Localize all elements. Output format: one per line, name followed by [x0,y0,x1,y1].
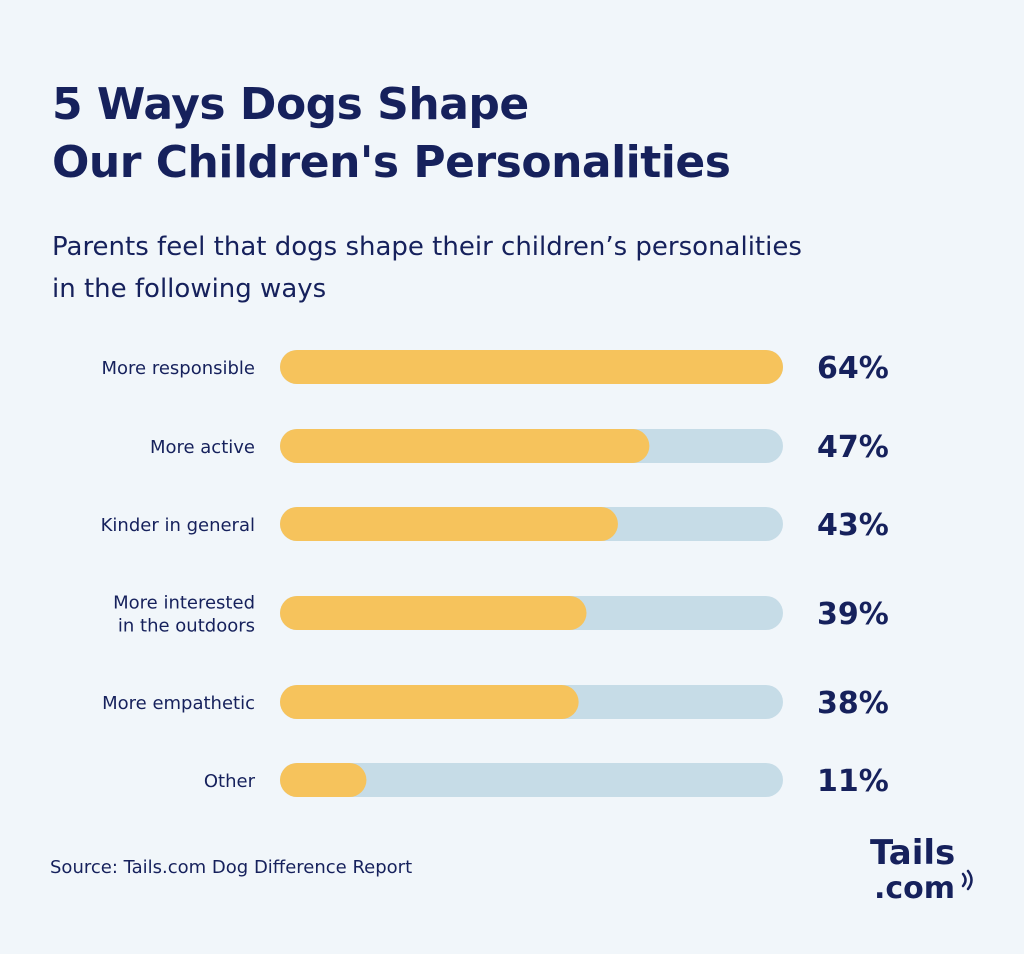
category-label: More active [150,437,255,458]
value-label: 11% [817,764,889,799]
chart-subtitle: Parents feel that dogs shape their child… [52,226,802,310]
tails-logo: Tails .com [870,833,973,906]
bar [280,429,650,463]
category-label: Other [204,771,256,792]
category-label: More empathetic [102,693,255,714]
bar-track [280,763,783,797]
bar [280,685,579,719]
logo-wordmark-line-1: Tails [870,833,955,873]
logo-wordmark-line-2: .com [874,871,955,906]
value-label: 38% [817,686,889,721]
category-label: More responsible [101,358,255,379]
category-label: More interested [113,593,255,614]
source-note: Source: Tails.com Dog Difference Report [50,857,413,878]
value-label: 47% [817,430,889,465]
bar [280,507,618,541]
category-label: in the outdoors [118,616,255,637]
value-label: 64% [817,351,889,386]
bar-chart: More responsible 64% More active 47% Kinder … [101,350,889,799]
chart-subtitle-line-1: Parents feel that dogs shape their child… [52,232,802,262]
bar [280,763,367,797]
chart-subtitle-line-2: in the following ways [52,274,327,304]
value-label: 39% [817,597,889,632]
category-label: Kinder in general [101,515,255,536]
chart-title-line-2: Our Children's Personalities [52,137,731,188]
logo-wag-mark-1 [961,872,967,888]
logo-wag-mark-2 [966,869,973,891]
chart-title-line-1: 5 Ways Dogs Shape [52,79,529,130]
bar [280,350,783,384]
chart-title: 5 Ways Dogs Shape Our Children's Persona… [52,76,731,192]
bar [280,596,587,630]
value-label: 43% [817,508,889,543]
